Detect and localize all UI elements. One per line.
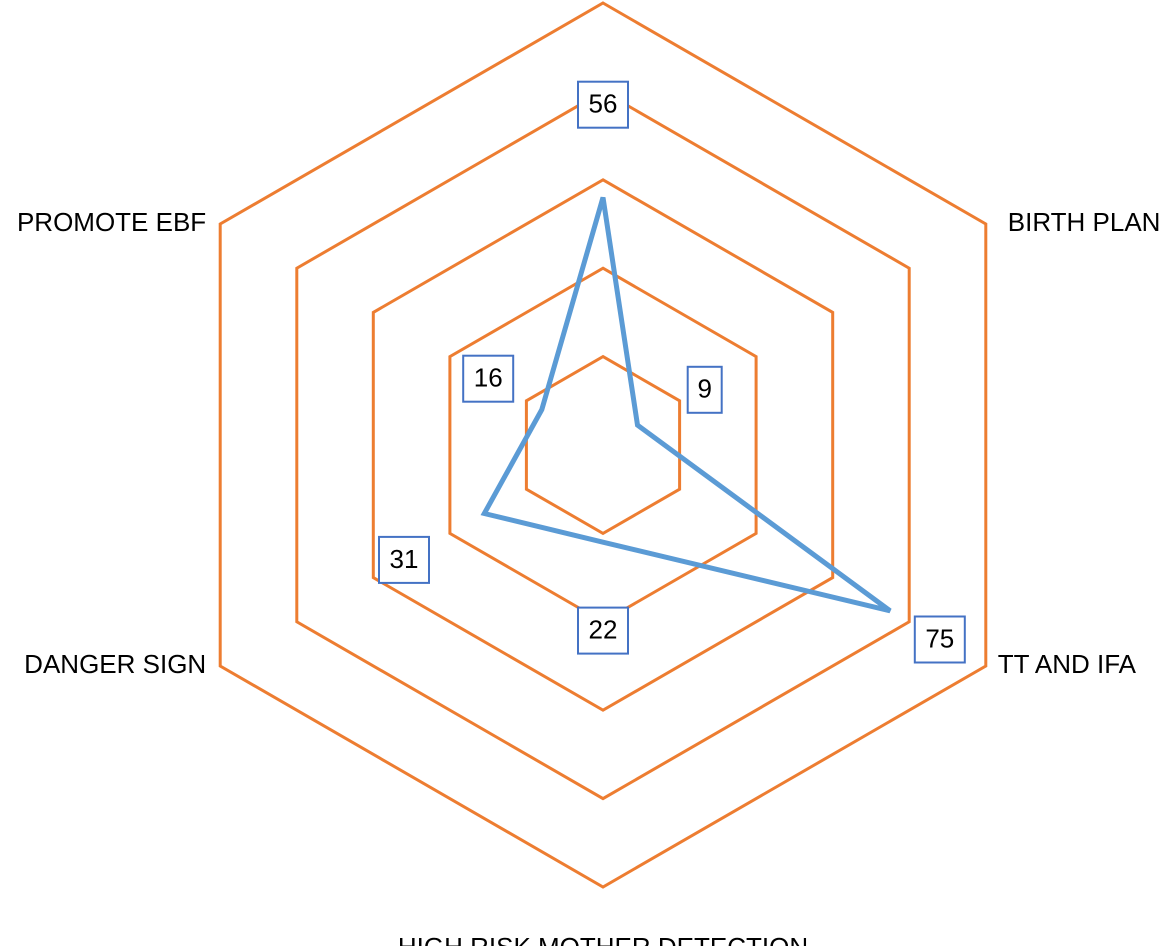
gridline-ring [218, 1, 988, 889]
gridline-ring [295, 89, 911, 801]
axis-label: BIRTH PLAN [1008, 207, 1161, 237]
data-label-box [913, 615, 966, 664]
data-label: 16 [462, 354, 515, 403]
gridline-ring [371, 178, 835, 712]
data-label-value: 9 [697, 374, 711, 404]
data-label-box [686, 365, 723, 414]
data-label: 9 [686, 365, 723, 414]
data-label: 75 [913, 615, 966, 664]
gridline-ring [524, 354, 682, 536]
data-label-box [577, 606, 629, 655]
data-label: 31 [378, 535, 430, 584]
series-line [480, 196, 892, 614]
data-label-value: 56 [589, 89, 618, 119]
axis-labels: BIRTH PLAN TT AND IFA HIGH RISK MOTHER DET… [17, 207, 1161, 946]
axis-label: DANGER SIGN [24, 649, 206, 679]
data-label: 56 [577, 80, 629, 129]
axis-label: HIGH RISK MOTHER DETECTION [398, 932, 808, 946]
data-label-box [577, 80, 629, 129]
data-label-box [378, 535, 430, 584]
data-label-box [462, 354, 515, 403]
radar-grid [218, 1, 988, 889]
data-label: 22 [577, 606, 629, 655]
series-layer [480, 196, 892, 614]
axis-label: PROMOTE EBF [17, 207, 206, 237]
data-labels: 56 9 75 22 31 16 [378, 80, 966, 664]
data-label-value: 16 [474, 363, 503, 393]
data-label-value: 31 [390, 544, 419, 574]
data-label-value: 75 [925, 623, 954, 653]
data-label-value: 22 [589, 614, 618, 644]
axis-label: TT AND IFA [998, 649, 1137, 679]
